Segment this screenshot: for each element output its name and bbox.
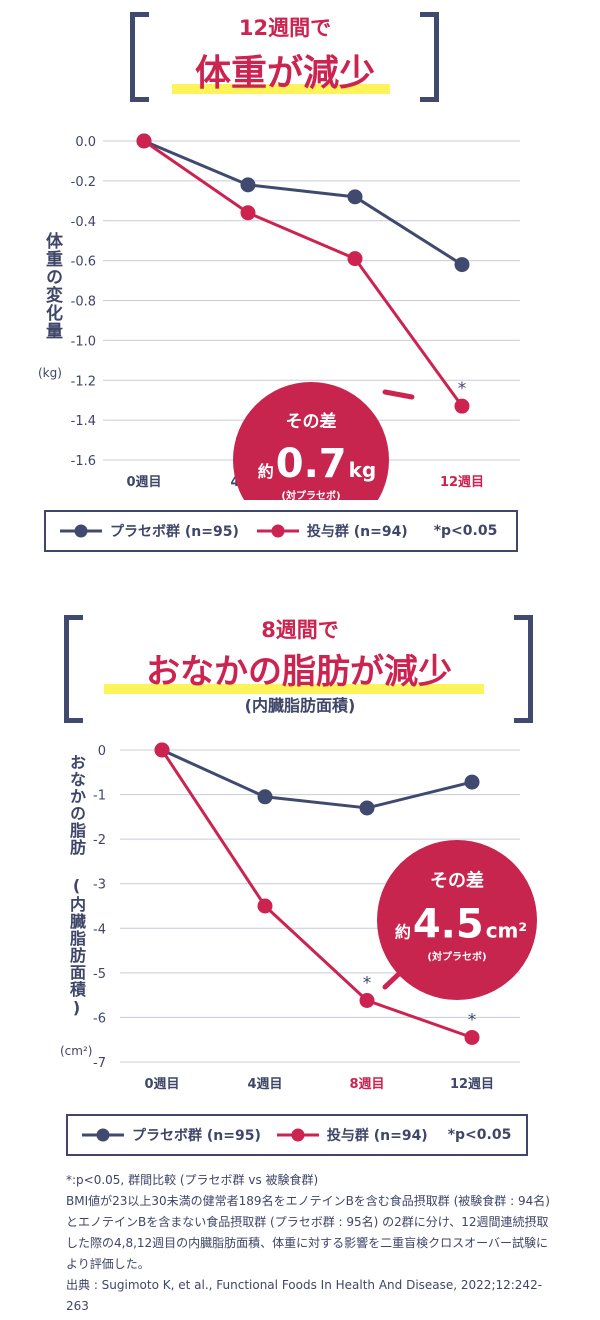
callout-circle	[377, 840, 537, 1000]
y-tick-label: -1.4	[71, 414, 96, 429]
panel2-y-axis-title: おなかの脂肪 (内臓脂肪面積)	[67, 754, 86, 1018]
title-bracket-right	[514, 615, 533, 723]
data-point	[454, 257, 470, 273]
legend-treatment: 投与群 (n=94)	[276, 1125, 428, 1145]
x-tick-label: 0週目	[144, 1077, 179, 1092]
legend-significance-note: *p<0.05	[447, 1127, 512, 1143]
panel1-title: 体重が減少	[194, 53, 375, 94]
legend-placebo: プラセボ群 (n=95)	[60, 521, 239, 541]
data-point	[240, 177, 256, 193]
y-tick-label: -2	[93, 833, 106, 848]
panel2-title-paren: (内臓脂肪面積)	[244, 696, 356, 715]
legend-significance-note: *p<0.05	[433, 523, 498, 539]
y-tick-label: -1.2	[71, 374, 96, 389]
footnote-source: 出典 : Sugimoto K, et al., Functional Food…	[66, 1278, 543, 1313]
data-point	[257, 898, 273, 914]
y-tick-label: -0.2	[71, 175, 96, 190]
callout-note: (対プラセボ)	[281, 489, 340, 500]
significance-mark: *	[458, 379, 467, 399]
footnote-significance: *:p<0.05, 群間比較 (プラセボ群 vs 被験食群)	[66, 1173, 319, 1187]
title-bracket-right	[420, 12, 439, 102]
y-tick-label: 0.0	[75, 135, 96, 150]
y-tick-label: -7	[93, 1056, 106, 1071]
panel1-subtitle: 12週間で	[238, 16, 332, 40]
legend-placebo: プラセボ群 (n=95)	[82, 1125, 261, 1145]
legend-placebo-label: プラセボ群 (n=95)	[110, 524, 239, 540]
footnote: *:p<0.05, 群間比較 (プラセボ群 vs 被験食群) BMI値が23以上…	[66, 1170, 550, 1317]
data-point	[257, 789, 273, 805]
callout-unit: cm²	[486, 919, 527, 943]
legend-treatment: 投与群 (n=94)	[256, 521, 408, 541]
callout-top-text: その差	[430, 869, 484, 891]
callout-value: 4.5	[413, 902, 484, 948]
callout-top-text: その差	[286, 411, 337, 432]
legend-treatment-label: 投与群 (n=94)	[306, 524, 408, 540]
y-tick-label: -0.6	[71, 255, 96, 270]
callout-circle	[233, 382, 389, 500]
callout-pointer	[382, 389, 415, 400]
data-point	[154, 742, 170, 758]
data-point	[464, 1029, 480, 1045]
x-tick-label: 4週目	[247, 1077, 282, 1092]
data-point	[359, 800, 375, 816]
y-tick-label: -3	[93, 878, 106, 893]
callout-prefix: 約	[258, 462, 274, 481]
y-tick-label: -0.8	[71, 295, 96, 310]
data-point	[136, 133, 152, 149]
panel2-subtitle: 8週間で	[261, 618, 339, 642]
x-tick-label: 8週目	[349, 1077, 384, 1092]
callout-value-line: 約4.5 cm²	[395, 902, 527, 948]
y-tick-label: -6	[93, 1011, 106, 1026]
y-tick-label: -0.4	[71, 215, 96, 230]
title-bracket-left	[64, 615, 83, 723]
significance-mark: *	[363, 973, 372, 993]
panel1-chart: 0.0-0.2-0.4-0.6-0.8-1.0-1.2-1.4-1.60週目4週…	[71, 133, 520, 500]
series-line	[143, 139, 464, 408]
data-point	[359, 992, 375, 1008]
callout-value: 0.7	[276, 441, 347, 487]
panel2-legend: プラセボ群 (n=95) 投与群 (n=94) *p<0.05	[66, 1114, 528, 1156]
data-point	[240, 205, 256, 221]
y-tick-label: -5	[93, 967, 106, 982]
series-line	[143, 139, 463, 266]
panel1-y-axis-unit: (kg)	[38, 366, 62, 380]
panel1-legend: プラセボ群 (n=95) 投与群 (n=94) *p<0.05	[44, 510, 518, 552]
x-tick-label: 0週目	[126, 475, 161, 490]
y-tick-label: -1.6	[71, 454, 96, 469]
title-bracket-left	[130, 12, 149, 102]
legend-treatment-marker	[256, 524, 299, 538]
legend-treatment-marker	[276, 1128, 319, 1142]
footnote-body: BMI値が23以上30未満の健常者189名をエノテインBを含む食品摂取群 (被験…	[66, 1194, 550, 1271]
panel1-title-highlight	[172, 84, 390, 94]
y-tick-label: -1	[93, 789, 106, 804]
data-point	[347, 189, 363, 205]
data-point	[464, 774, 480, 790]
callout-prefix: 約	[395, 923, 411, 942]
y-tick-label: -1.0	[71, 334, 96, 349]
panel2-y-axis-unit: (cm²)	[60, 1044, 93, 1058]
panel1-y-axis-title: 体重の変化量	[42, 232, 62, 340]
legend-placebo-label: プラセボ群 (n=95)	[132, 1128, 261, 1144]
callout-unit: kg	[349, 458, 377, 482]
panel2-title: おなかの脂肪が減少	[146, 652, 452, 692]
data-point	[347, 251, 363, 267]
y-tick-label: -4	[93, 922, 106, 937]
callout-value-line: 約0.7 kg	[258, 441, 377, 487]
significance-mark: *	[468, 1010, 477, 1030]
panel2-title-highlight	[104, 684, 484, 694]
y-tick-label: 0	[98, 744, 106, 759]
series-line	[161, 748, 473, 810]
callout-note: (対プラセボ)	[427, 950, 486, 963]
legend-placebo-marker	[82, 1128, 124, 1142]
legend-treatment-label: 投与群 (n=94)	[326, 1128, 428, 1144]
x-tick-label: 12週目	[450, 1077, 494, 1092]
legend-placebo-marker	[60, 524, 102, 538]
data-point	[454, 398, 470, 414]
x-tick-label: 12週目	[440, 475, 484, 490]
series-line	[160, 749, 473, 1039]
